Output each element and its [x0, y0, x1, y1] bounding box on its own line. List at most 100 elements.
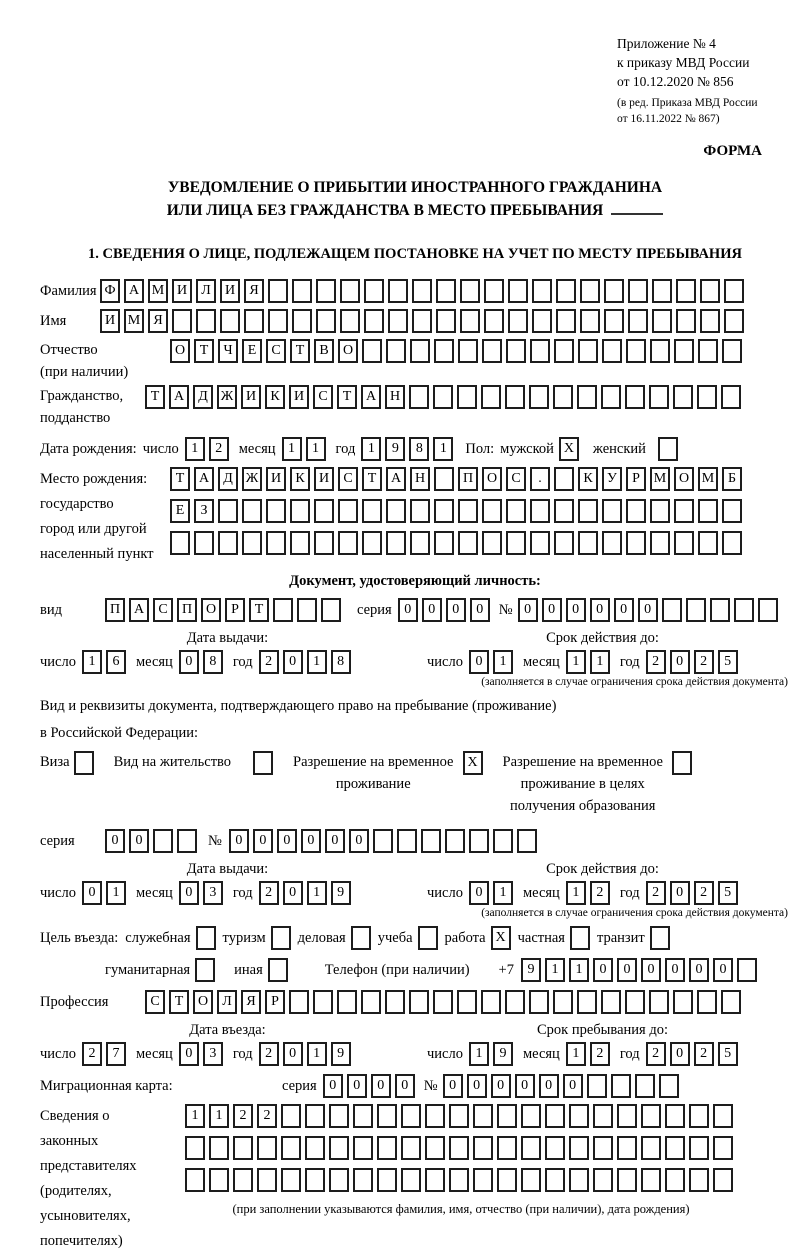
char-cell[interactable]	[580, 309, 600, 333]
char-cell[interactable]	[545, 1168, 565, 1192]
char-cell[interactable]: П	[105, 598, 125, 622]
char-cell[interactable]	[721, 990, 741, 1014]
char-cell[interactable]	[604, 279, 624, 303]
char-cell[interactable]: О	[674, 467, 694, 491]
char-cell[interactable]	[508, 309, 528, 333]
char-cell[interactable]	[673, 990, 693, 1014]
char-cell[interactable]: 2	[693, 650, 714, 674]
char-cell[interactable]	[209, 1136, 229, 1160]
char-cell[interactable]	[468, 829, 489, 853]
char-cell[interactable]	[257, 1136, 277, 1160]
char-cell[interactable]	[484, 309, 504, 333]
char-cell[interactable]	[506, 531, 526, 555]
char-cell[interactable]: 0	[282, 650, 303, 674]
char-cell[interactable]	[409, 990, 429, 1014]
char-cell[interactable]: Т	[170, 467, 190, 491]
char-cell[interactable]	[554, 339, 574, 363]
purpose-study-checkbox[interactable]	[417, 926, 438, 950]
char-cell[interactable]: 2	[81, 1042, 102, 1066]
char-cell[interactable]: 2	[208, 437, 229, 461]
char-cell[interactable]	[593, 1168, 613, 1192]
char-cell[interactable]	[425, 1104, 445, 1128]
char-cell[interactable]	[372, 829, 393, 853]
char-cell[interactable]: 0	[669, 1042, 690, 1066]
char-cell[interactable]: 1	[306, 881, 327, 905]
char-cell[interactable]: Д	[193, 385, 213, 409]
char-cell[interactable]: 9	[520, 958, 541, 982]
char-cell[interactable]	[170, 531, 190, 555]
char-cell[interactable]: 0	[514, 1074, 535, 1098]
char-cell[interactable]	[530, 531, 550, 555]
char-cell[interactable]: 1	[565, 1042, 586, 1066]
char-cell[interactable]: Е	[242, 339, 262, 363]
char-cell[interactable]	[626, 339, 646, 363]
char-cell[interactable]: 2	[589, 1042, 610, 1066]
char-cell[interactable]: .	[530, 467, 550, 491]
char-cell[interactable]: 5	[717, 881, 738, 905]
char-cell[interactable]	[268, 309, 288, 333]
char-cell[interactable]	[434, 339, 454, 363]
char-cell[interactable]	[457, 385, 477, 409]
char-cell[interactable]: 0	[276, 829, 297, 853]
char-cell[interactable]	[578, 531, 598, 555]
char-cell[interactable]: 0	[565, 598, 586, 622]
char-cell[interactable]	[553, 990, 573, 1014]
char-cell[interactable]: 1	[105, 881, 126, 905]
char-cell[interactable]	[641, 1104, 661, 1128]
char-cell[interactable]	[433, 385, 453, 409]
char-cell[interactable]: 1	[306, 650, 327, 674]
char-cell[interactable]	[506, 339, 526, 363]
char-cell[interactable]: 2	[589, 881, 610, 905]
char-cell[interactable]: С	[266, 339, 286, 363]
char-cell[interactable]	[218, 531, 238, 555]
char-cell[interactable]: 0	[282, 881, 303, 905]
char-cell[interactable]	[388, 279, 408, 303]
char-cell[interactable]	[337, 990, 357, 1014]
char-cell[interactable]: Р	[626, 467, 646, 491]
char-cell[interactable]	[649, 385, 669, 409]
char-cell[interactable]	[386, 339, 406, 363]
char-cell[interactable]	[724, 279, 744, 303]
char-cell[interactable]	[338, 499, 358, 523]
char-cell[interactable]	[601, 385, 621, 409]
char-cell[interactable]	[641, 1136, 661, 1160]
temp-permit-checkbox[interactable]: X	[462, 751, 483, 775]
char-cell[interactable]: О	[482, 467, 502, 491]
char-cell[interactable]	[617, 1136, 637, 1160]
char-cell[interactable]	[177, 829, 197, 853]
char-cell[interactable]: С	[145, 990, 165, 1014]
char-cell[interactable]: 2	[645, 650, 666, 674]
char-cell[interactable]	[313, 990, 333, 1014]
char-cell[interactable]	[292, 279, 312, 303]
char-cell[interactable]	[340, 309, 360, 333]
char-cell[interactable]	[554, 467, 574, 491]
char-cell[interactable]	[505, 385, 525, 409]
char-cell[interactable]: 0	[178, 1042, 199, 1066]
char-cell[interactable]	[497, 1136, 517, 1160]
char-cell[interactable]	[577, 385, 597, 409]
char-cell[interactable]: 0	[541, 598, 562, 622]
char-cell[interactable]	[153, 829, 173, 853]
char-cell[interactable]	[353, 1104, 373, 1128]
char-cell[interactable]	[362, 531, 382, 555]
char-cell[interactable]	[484, 279, 504, 303]
char-cell[interactable]	[388, 309, 408, 333]
char-cell[interactable]	[362, 339, 382, 363]
char-cell[interactable]	[338, 531, 358, 555]
char-cell[interactable]	[676, 309, 696, 333]
char-cell[interactable]	[425, 1168, 445, 1192]
char-cell[interactable]	[377, 1104, 397, 1128]
char-cell[interactable]: 0	[81, 881, 102, 905]
char-cell[interactable]: О	[170, 339, 190, 363]
char-cell[interactable]	[481, 385, 501, 409]
char-cell[interactable]: 0	[178, 650, 199, 674]
char-cell[interactable]	[713, 1104, 733, 1128]
char-cell[interactable]	[626, 531, 646, 555]
char-cell[interactable]: 0	[324, 829, 345, 853]
purpose-humanitarian-checkbox[interactable]	[195, 958, 216, 982]
char-cell[interactable]	[314, 499, 334, 523]
char-cell[interactable]: 0	[466, 1074, 487, 1098]
char-cell[interactable]: 0	[469, 598, 490, 622]
char-cell[interactable]	[244, 309, 264, 333]
char-cell[interactable]: 1	[81, 650, 102, 674]
